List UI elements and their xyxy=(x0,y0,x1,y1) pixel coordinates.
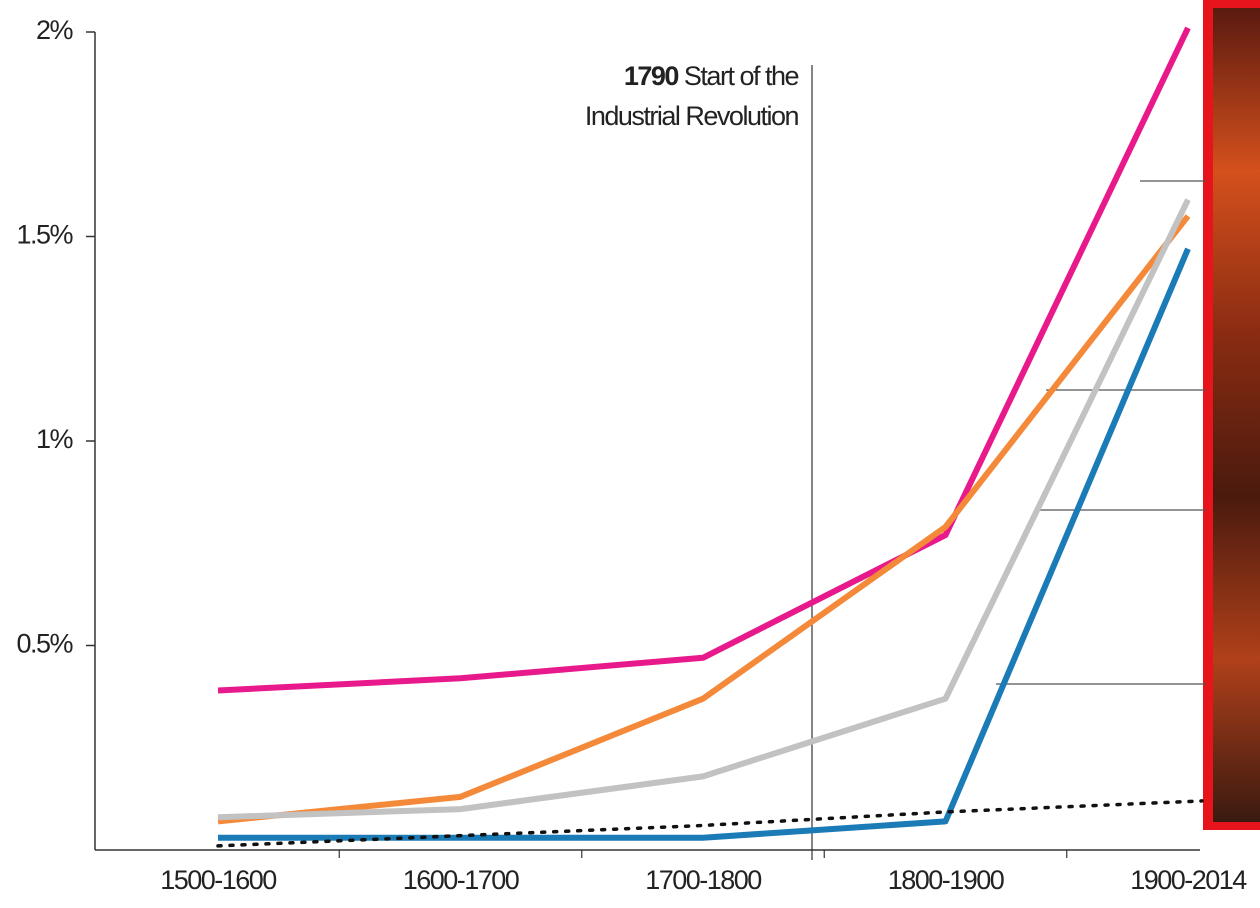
page: 1790 Start of the Industrial Revolution … xyxy=(0,0,1260,903)
series-line xyxy=(218,216,1188,821)
chart: 1790 Start of the Industrial Revolution … xyxy=(0,0,1260,903)
annotation-year: 1790 xyxy=(624,61,679,91)
annotation: 1790 Start of the xyxy=(624,61,799,91)
x-tick-label: 1700-1800 xyxy=(645,865,761,895)
y-tick-label: 1.5% xyxy=(16,220,73,250)
x-tick-label: 1900-2014 xyxy=(1130,865,1247,895)
y-tick-label: 2% xyxy=(36,15,74,45)
leader-lines xyxy=(996,181,1206,684)
photo xyxy=(1213,8,1260,822)
x-tick-label: 1600-1700 xyxy=(403,865,519,895)
annotation-text: Start of the xyxy=(684,61,799,91)
x-tick-label: 1800-1900 xyxy=(888,865,1004,895)
series-line xyxy=(218,200,1188,818)
y-tick-label: 1% xyxy=(36,424,74,454)
annotation-text: Industrial Revolution xyxy=(585,101,799,131)
y-tick-label: 0.5% xyxy=(16,629,73,659)
x-tick-label: 1500-1600 xyxy=(160,865,276,895)
